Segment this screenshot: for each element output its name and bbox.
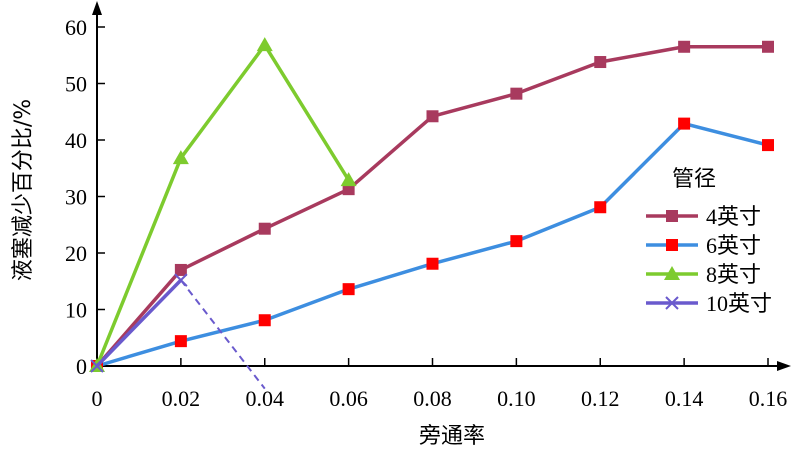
data-point [678,40,691,53]
data-point [90,359,104,373]
data-point [426,110,439,123]
x-tick-label: 0 [92,386,103,411]
x-tick-label: 0.06 [329,386,368,411]
series-line [95,43,351,367]
data-point [594,56,607,69]
series-3 [89,37,357,372]
x-ticks: 0 0.02 0.04 0.06 0.08 0.10 0.12 0.14 0.16 [92,358,788,411]
x-tick-label: 0.14 [665,386,704,411]
data-point [762,139,774,152]
legend-marker [666,239,678,251]
data-point [342,183,355,196]
legend-entry: 8英寸 [646,262,761,287]
data-point [594,201,607,214]
y-tick-label: 60 [65,15,87,40]
data-point [340,172,357,187]
legend-entries: 4英寸 6英寸 8英寸 10英寸 [646,204,772,316]
legend-marker [664,266,680,280]
data-point [174,335,187,348]
x-tick-label: 0.12 [581,386,620,411]
data-point [426,257,439,270]
x-tick-label: 0.10 [497,386,536,411]
series-extension-dashed [180,279,266,390]
x-tick-label: 0.08 [413,386,452,411]
legend-entry: 6英寸 [646,233,761,258]
y-tick-label: 30 [65,185,87,210]
legend-label: 6英寸 [706,233,761,258]
legend-entry: 10英寸 [646,291,772,316]
x-tick-label: 0.02 [162,386,201,411]
data-point [678,117,691,130]
y-tick-label: 20 [65,241,87,266]
series-line [95,278,183,368]
data-point [174,273,188,287]
series-4 [90,273,266,390]
data-point [510,87,523,100]
y-axis-title: 液塞减少百分比/% [11,99,36,281]
y-ticks: 0 10 20 30 40 50 60 [65,15,105,379]
legend-marker [666,210,678,222]
data-point [342,283,355,296]
data-point [510,235,523,248]
y-tick-label: 40 [65,128,87,153]
data-point [172,150,189,165]
data-point [762,40,774,53]
data-point [174,263,187,276]
data-point [258,222,271,235]
y-tick-label: 0 [76,354,87,379]
legend-label: 4英寸 [706,204,761,229]
legend-label: 8英寸 [706,262,761,287]
x-axis-title: 旁通率 [419,424,485,449]
series-1 [91,40,774,372]
legend-entry: 4英寸 [646,204,761,229]
x-tick-label: 0.04 [246,386,285,411]
series-line [95,45,768,368]
legend-title: 管径 [672,167,716,192]
legend-label: 10英寸 [706,291,772,316]
x-tick-label: 0.16 [749,386,788,411]
plot-series [89,37,774,390]
y-tick-label: 10 [65,298,87,323]
legend: 管径 4英寸 6英寸 8英寸 10英寸 [646,167,772,316]
y-tick-label: 50 [65,72,87,97]
data-point [256,37,273,52]
data-point [258,314,271,327]
legend-marker [665,296,679,310]
